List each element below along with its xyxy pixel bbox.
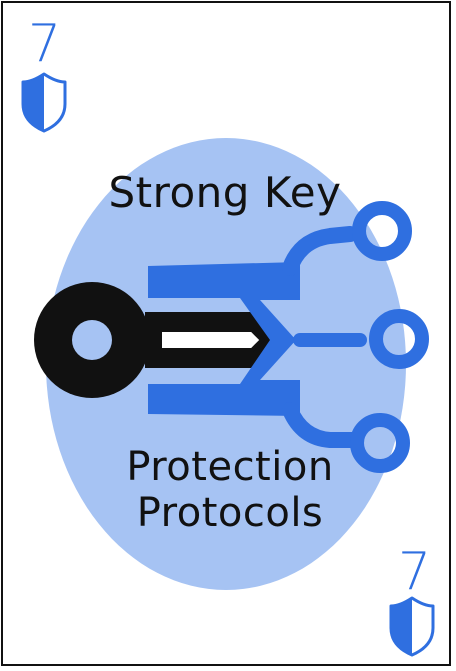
- card-rank-bottom: 7: [398, 542, 432, 602]
- card-subtitle: Protection Protocols: [60, 444, 400, 536]
- card-rank-top: 7: [28, 14, 62, 74]
- card-title: Strong Key: [108, 168, 342, 217]
- network-icon: [148, 201, 429, 473]
- card-subtitle-line1: Protection: [126, 444, 334, 490]
- shield-icon: [21, 72, 67, 133]
- shield-icon: [389, 596, 435, 657]
- card-subtitle-line2: Protocols: [136, 490, 324, 536]
- key-icon: [34, 282, 290, 398]
